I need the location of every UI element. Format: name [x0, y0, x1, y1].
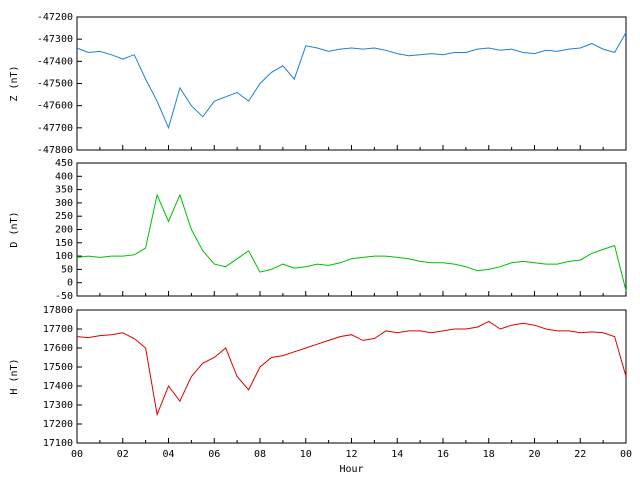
x-tick-label: 08 — [254, 449, 266, 460]
y-tick-label: 100 — [55, 251, 73, 262]
y-tick-label: -47300 — [37, 34, 73, 45]
x-tick-label: 18 — [483, 449, 495, 460]
x-tick-label: 02 — [117, 449, 129, 460]
y-tick-label: -47200 — [37, 12, 73, 23]
x-tick-label: 00 — [620, 449, 632, 460]
x-axis-label: Hour — [339, 464, 363, 475]
y-tick-label: -47700 — [37, 123, 73, 134]
y-tick-label: -47400 — [37, 56, 73, 67]
x-tick-label: 16 — [437, 449, 449, 460]
y-tick-label: 50 — [61, 264, 73, 275]
panel-frame — [76, 309, 627, 444]
y-tick-label: -47500 — [37, 79, 73, 90]
y-tick-label: 17600 — [43, 343, 73, 354]
x-tick-label: 12 — [345, 449, 357, 460]
x-tick-label: 06 — [208, 449, 220, 460]
y-tick-label: 450 — [55, 158, 73, 169]
y-axis-label: D (nT) — [9, 211, 20, 247]
y-tick-label: 17700 — [43, 324, 73, 335]
y-tick-label: 150 — [55, 238, 73, 249]
panel-frame — [76, 16, 627, 151]
y-tick-label: 300 — [55, 198, 73, 209]
y-tick-label: 250 — [55, 211, 73, 222]
data-line — [76, 193, 627, 291]
data-line — [76, 32, 627, 130]
y-axis-label: Z (nT) — [9, 65, 20, 101]
x-tick-label: 10 — [300, 449, 312, 460]
x-tick-label: 14 — [391, 449, 403, 460]
data-line — [76, 320, 627, 417]
y-tick-label: 400 — [55, 171, 73, 182]
y-axis-label: H (nT) — [9, 358, 20, 394]
y-tick-label: 17100 — [43, 438, 73, 449]
panel-frame — [76, 162, 627, 297]
y-tick-label: -50 — [55, 291, 73, 302]
y-tick-label: 17200 — [43, 419, 73, 430]
x-tick-label: 22 — [574, 449, 586, 460]
y-tick-label: 350 — [55, 185, 73, 196]
x-tick-label: 00 — [71, 449, 83, 460]
y-tick-label: -47800 — [37, 145, 73, 156]
y-tick-label: 200 — [55, 225, 73, 236]
y-tick-label: -47600 — [37, 101, 73, 112]
y-tick-label: 17800 — [43, 305, 73, 316]
y-tick-label: 0 — [67, 278, 73, 289]
x-tick-label: 04 — [162, 449, 174, 460]
y-tick-label: 17500 — [43, 362, 73, 373]
y-tick-label: 17300 — [43, 400, 73, 411]
x-tick-label: 20 — [528, 449, 540, 460]
y-tick-label: 17400 — [43, 381, 73, 392]
